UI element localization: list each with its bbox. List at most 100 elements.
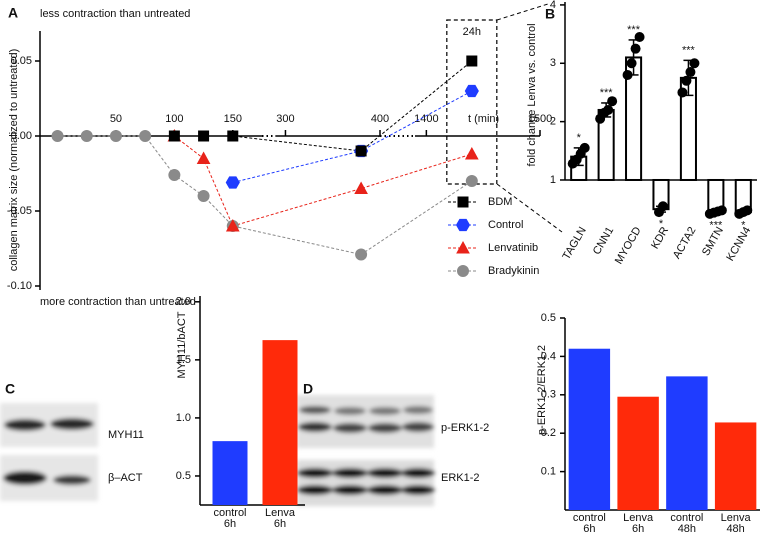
x-tick-label: 6h <box>224 518 236 530</box>
marker <box>355 145 367 157</box>
bar <box>568 348 611 510</box>
x-tick-label: 6h <box>632 523 644 533</box>
significance: * <box>659 218 664 230</box>
data-point <box>658 201 668 212</box>
marker <box>168 130 180 142</box>
legend-label: BDM <box>488 196 512 208</box>
y-tick-label: 0.5 <box>541 312 556 324</box>
bar <box>666 376 708 510</box>
panel-letter: C <box>5 381 15 397</box>
y-axis-label: p-ERK1-2/ERK1-2 <box>536 345 548 435</box>
series-line <box>174 60 473 152</box>
x-tick-label: Lenva <box>265 507 296 519</box>
series-line <box>57 135 473 256</box>
x-tick-label: 400 <box>371 113 389 125</box>
data-point <box>742 205 753 216</box>
marker <box>51 130 64 142</box>
y-tick-label: -0.05 <box>7 205 32 217</box>
y-tick-label: 0.05 <box>11 55 32 67</box>
bar <box>212 441 248 505</box>
data-point <box>626 58 637 69</box>
blot-d <box>297 395 435 506</box>
marker <box>168 169 181 181</box>
x-tick-label: 48h <box>726 523 744 533</box>
marker <box>80 130 93 142</box>
significance: * <box>741 220 746 232</box>
marker <box>457 196 469 208</box>
y-tick-label: 0.2 <box>541 427 556 439</box>
significance: * <box>577 132 582 144</box>
significance: *** <box>682 44 696 56</box>
marker <box>355 248 368 261</box>
x-tick-label: Lenva <box>721 512 752 524</box>
y-axis-label: fold change Lenva vs. control <box>526 23 538 166</box>
x-tick-label: 50 <box>110 113 122 125</box>
annotation: more contraction than untreated <box>40 296 196 308</box>
data-point <box>622 69 633 80</box>
x-tick-label: 150 <box>224 113 242 125</box>
panel-letter: B <box>545 6 555 22</box>
data-point <box>677 87 688 98</box>
x-tick-label: Lenva <box>623 512 654 524</box>
marker <box>227 130 239 142</box>
data-point <box>681 75 692 86</box>
panel-letter: D <box>303 381 313 397</box>
blot-label: MYH11 <box>108 429 144 441</box>
x-tick-label: CNN1 <box>591 225 616 257</box>
y-tick-label: 1.5 <box>176 354 191 366</box>
data-point <box>689 58 700 69</box>
x-tick-label: 6h <box>274 518 286 530</box>
y-tick-label: -0.10 <box>7 280 32 292</box>
significance: *** <box>600 87 614 99</box>
data-point <box>607 96 618 107</box>
y-axis-label: collagen matrix size (normalized to untr… <box>8 49 20 272</box>
y-tick-label: 3 <box>550 57 556 69</box>
marker <box>196 151 211 164</box>
y-tick-label: 0.1 <box>541 466 556 478</box>
data-point <box>630 43 641 54</box>
x-tick-label: 48h <box>678 523 696 533</box>
legend-label: Control <box>488 219 523 231</box>
data-point <box>685 67 696 78</box>
blot-c <box>0 403 98 501</box>
marker <box>109 130 122 142</box>
legend-label: Bradykinin <box>488 265 539 277</box>
x-tick-label: SMTN <box>700 225 726 258</box>
marker <box>464 84 479 98</box>
x-tick-label: 300 <box>276 113 294 125</box>
y-tick-label: 0.00 <box>11 130 32 142</box>
data-point <box>603 104 614 115</box>
marker <box>455 218 471 232</box>
blot-label: β–ACT <box>108 472 143 484</box>
legend-label: Lenvatinib <box>488 242 538 254</box>
data-point <box>634 32 645 43</box>
blot-label: ERK1-2 <box>441 472 480 484</box>
x-tick-label: control <box>573 512 606 524</box>
data-point <box>579 142 590 153</box>
marker <box>464 146 479 160</box>
annotation: 24h <box>463 26 481 38</box>
x-tick-label: control <box>670 512 703 524</box>
significance: *** <box>627 24 641 36</box>
x-tick-label: KDR <box>649 225 671 251</box>
y-tick-label: 1.0 <box>176 412 191 424</box>
y-tick-label: 1 <box>550 174 556 186</box>
y-tick-label: 0.5 <box>176 470 191 482</box>
y-tick-label: 2 <box>550 116 556 128</box>
marker <box>197 190 210 202</box>
y-tick-label: 4 <box>550 0 556 11</box>
data-point <box>716 205 727 216</box>
y-axis-label: MYH11/bACT <box>176 311 188 378</box>
marker <box>225 218 240 232</box>
marker <box>139 130 152 142</box>
y-tick-label: 2.0 <box>176 296 191 308</box>
marker <box>457 265 469 277</box>
x-tick-label: 1400 <box>414 113 438 125</box>
series-line <box>174 135 472 227</box>
zoom-line <box>496 3 549 21</box>
x-tick-label: KCNN4 <box>724 225 753 263</box>
y-tick-label: 0.3 <box>541 389 556 401</box>
marker <box>198 130 210 142</box>
x-tick-label: 6h <box>583 523 595 533</box>
